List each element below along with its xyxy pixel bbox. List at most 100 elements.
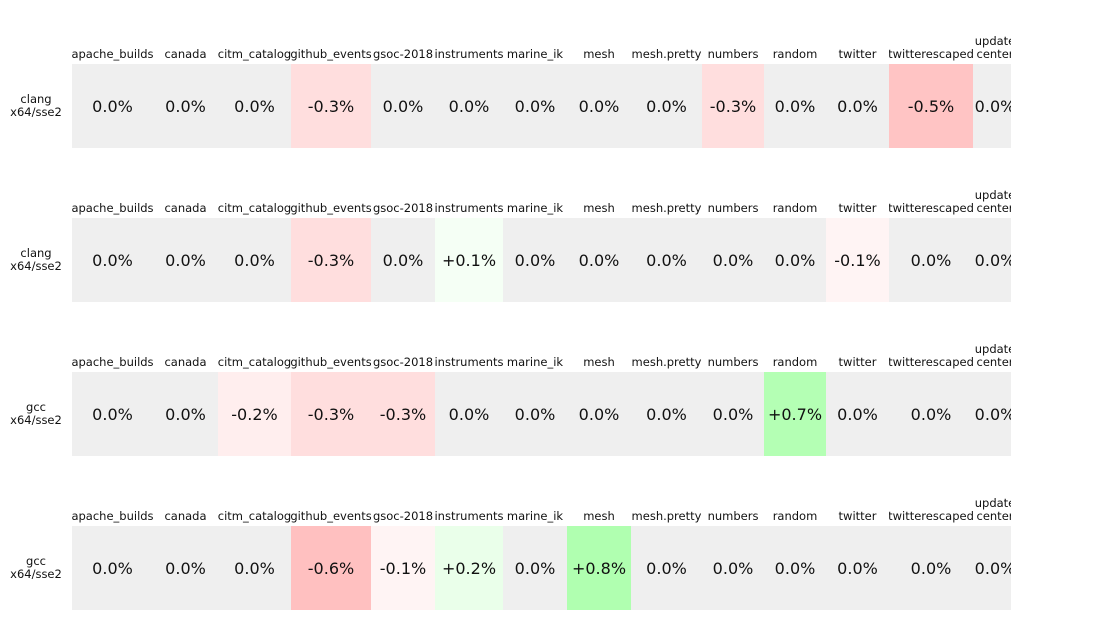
cell: 0.0%: [973, 372, 1011, 456]
cell: 0.0%: [826, 64, 889, 148]
cell: -0.2%: [218, 372, 291, 456]
column-header: twitter: [838, 509, 877, 523]
column-header: canada: [164, 355, 207, 369]
cell: +0.2%: [435, 526, 503, 610]
column-header: gsoc-2018: [372, 201, 434, 215]
column-header: mesh.pretty: [631, 201, 702, 215]
column-header: twitter: [838, 47, 877, 61]
cell: 0.0%: [973, 218, 1011, 302]
cell: 0.0%: [631, 218, 702, 302]
column-header: citm_catalog: [218, 201, 291, 215]
cell: 0.0%: [889, 372, 973, 456]
cell: 0.0%: [218, 64, 291, 148]
column-header: update center: [974, 188, 1011, 215]
column-header: instruments: [435, 47, 503, 61]
panel: clang x64/sse2 apache_builds 0.0% canada 0.0%…: [0, 174, 1011, 324]
cell: 0.0%: [72, 372, 153, 456]
column-header: twitterescaped: [889, 509, 973, 523]
column-header: github_events: [291, 355, 371, 369]
column-header: twitter: [838, 201, 877, 215]
cell: 0.0%: [503, 372, 567, 456]
cell: 0.0%: [503, 218, 567, 302]
column-header: mesh.pretty: [631, 355, 702, 369]
column-header: random: [772, 355, 818, 369]
row-label: clang x64/sse2: [0, 64, 72, 148]
column-header: gsoc-2018: [372, 509, 434, 523]
column-header: citm_catalog: [218, 509, 291, 523]
column-header: canada: [164, 509, 207, 523]
column-header: random: [772, 201, 818, 215]
row-label-line: gcc: [26, 554, 46, 568]
cell: 0.0%: [435, 64, 503, 148]
cell: 0.0%: [567, 372, 631, 456]
cell: 0.0%: [567, 218, 631, 302]
cell: 0.0%: [764, 526, 826, 610]
column-header: numbers: [707, 509, 759, 523]
column-header: canada: [164, 201, 207, 215]
panel: gcc x64/sse2 apache_builds 0.0% canada 0.0% ci…: [0, 328, 1011, 478]
row-label: gcc x64/sse2: [0, 526, 72, 610]
column-header: gsoc-2018: [372, 355, 434, 369]
cell: 0.0%: [764, 218, 826, 302]
cell: 0.0%: [764, 64, 826, 148]
column-header: twitterescaped: [889, 47, 973, 61]
cell: 0.0%: [631, 64, 702, 148]
column-header: apache_builds: [72, 47, 153, 61]
cell: -0.1%: [371, 526, 435, 610]
panel: gcc x64/sse2 apache_builds 0.0% canada 0.0% ci…: [0, 482, 1011, 632]
cell: 0.0%: [631, 372, 702, 456]
column-header: mesh: [583, 47, 615, 61]
cell: 0.0%: [631, 526, 702, 610]
column-header: update center: [974, 496, 1011, 523]
cell: -0.3%: [291, 372, 371, 456]
cell: -0.5%: [889, 64, 973, 148]
cell: -0.3%: [702, 64, 764, 148]
cell: 0.0%: [72, 64, 153, 148]
column-header: numbers: [707, 355, 759, 369]
cell: -0.3%: [291, 64, 371, 148]
row-label-line: x64/sse2: [10, 105, 62, 119]
cell: 0.0%: [826, 526, 889, 610]
column-header: apache_builds: [72, 509, 153, 523]
cell: 0.0%: [503, 526, 567, 610]
column-header: mesh.pretty: [631, 509, 702, 523]
cell: -0.1%: [826, 218, 889, 302]
column-header: twitterescaped: [889, 201, 973, 215]
cell: -0.6%: [291, 526, 371, 610]
column-header: marine_ik: [506, 201, 564, 215]
column-header: github_events: [291, 47, 371, 61]
column-header: random: [772, 47, 818, 61]
cell: 0.0%: [153, 64, 218, 148]
row-label-line: x64/sse2: [10, 413, 62, 427]
cell: 0.0%: [702, 372, 764, 456]
cell: 0.0%: [218, 218, 291, 302]
column-header: apache_builds: [72, 355, 153, 369]
column-header: apache_builds: [72, 201, 153, 215]
cell: 0.0%: [889, 218, 973, 302]
column-header: github_events: [291, 509, 371, 523]
column-header: mesh.pretty: [631, 47, 702, 61]
cell: 0.0%: [153, 372, 218, 456]
cell: 0.0%: [503, 64, 567, 148]
column-header: random: [772, 509, 818, 523]
column-header: canada: [164, 47, 207, 61]
row-label-line: x64/sse2: [10, 567, 62, 581]
row-label-line: clang: [20, 246, 52, 260]
row-label-line: clang: [20, 92, 52, 106]
column-header: instruments: [435, 355, 503, 369]
cell: 0.0%: [973, 64, 1011, 148]
cell: 0.0%: [153, 526, 218, 610]
column-header: marine_ik: [506, 47, 564, 61]
column-header: mesh: [583, 509, 615, 523]
column-header: instruments: [435, 509, 503, 523]
cell: 0.0%: [72, 526, 153, 610]
column-header: update center: [974, 342, 1011, 369]
cell: 0.0%: [567, 64, 631, 148]
cell: -0.3%: [291, 218, 371, 302]
column-header: mesh: [583, 355, 615, 369]
cell: 0.0%: [153, 218, 218, 302]
cell: 0.0%: [702, 218, 764, 302]
column-header: numbers: [707, 47, 759, 61]
column-header: twitterescaped: [889, 355, 973, 369]
cell: +0.1%: [435, 218, 503, 302]
